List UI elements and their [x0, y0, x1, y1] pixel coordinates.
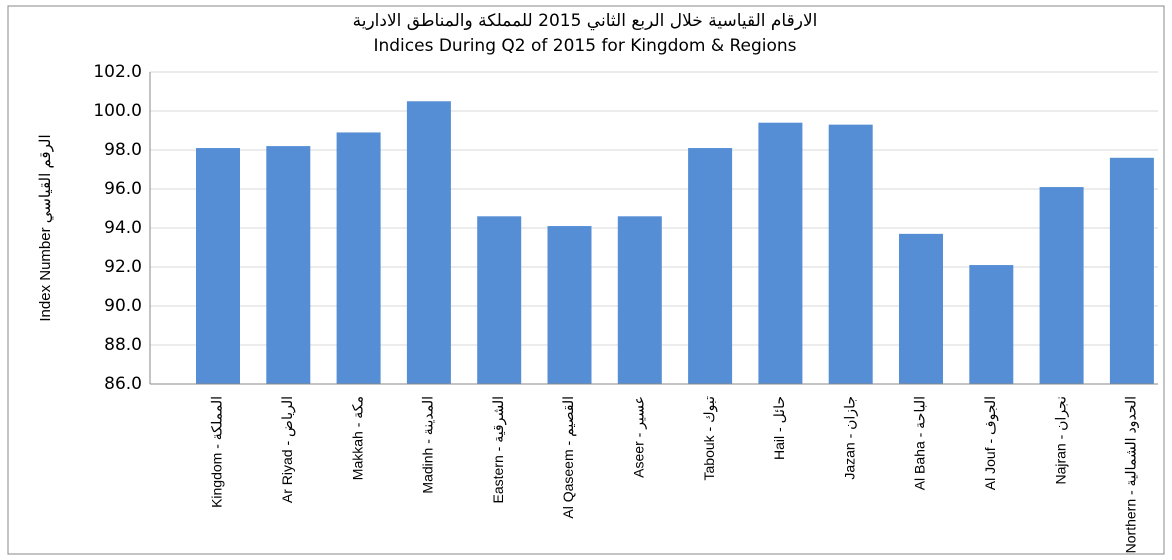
bar	[969, 265, 1014, 384]
bar	[1039, 187, 1084, 384]
y-axis-label: Index Number الرقم القياسي	[37, 134, 54, 321]
y-tick-label: 88.0	[104, 335, 142, 355]
y-tick-label: 102.0	[93, 62, 142, 82]
x-tick-label: Hail - حائل	[771, 396, 787, 460]
x-tick-label: Kingdom - المملكة	[209, 396, 225, 508]
x-tick-label: Najran - نجران	[1052, 396, 1069, 485]
bar	[266, 146, 311, 384]
y-tick-label: 94.0	[104, 218, 142, 238]
bar	[547, 226, 592, 384]
x-tick-label: Aseer - عسير	[631, 396, 648, 478]
x-tick-label: Al Jouf - الجوف	[982, 396, 999, 490]
bar	[828, 124, 873, 385]
x-tick-label: Al Baha - الباحة	[912, 396, 928, 490]
y-tick-label: 92.0	[104, 257, 142, 277]
x-tick-label: Northern - الحدود الشمالية	[1123, 396, 1140, 553]
bar	[1109, 157, 1154, 384]
x-tick-label: Ar Riyad - الرياض	[279, 396, 296, 503]
bar	[617, 216, 662, 384]
chart-subtitle: Indices During Q2 of 2015 for Kingdom & …	[373, 36, 796, 56]
bar	[688, 148, 733, 384]
y-tick-label: 86.0	[104, 374, 142, 394]
bar	[899, 233, 943, 384]
y-tick-label: 98.0	[104, 140, 142, 160]
bar	[336, 132, 381, 384]
chart-title: الارقام القياسية خلال الربع الثاني 2015 …	[353, 11, 818, 31]
y-tick-label: 100.0	[93, 101, 142, 121]
y-tick-label: 96.0	[104, 179, 142, 199]
bar	[406, 101, 451, 384]
bar	[758, 122, 803, 384]
y-tick-label: 90.0	[104, 296, 142, 316]
bar	[196, 148, 240, 384]
x-tick-label: Madinh - المدينة	[420, 396, 436, 494]
x-tick-label: Makkah - مكة	[349, 396, 365, 480]
x-tick-label: Eastern - الشرقية	[490, 396, 507, 504]
x-tick-label: Jazan - جازان	[841, 396, 858, 480]
x-tick-label: Al Qaseem - القصيم	[560, 396, 577, 519]
x-tick-label: Tabouk - تبوك	[701, 396, 718, 481]
bar	[477, 216, 522, 384]
